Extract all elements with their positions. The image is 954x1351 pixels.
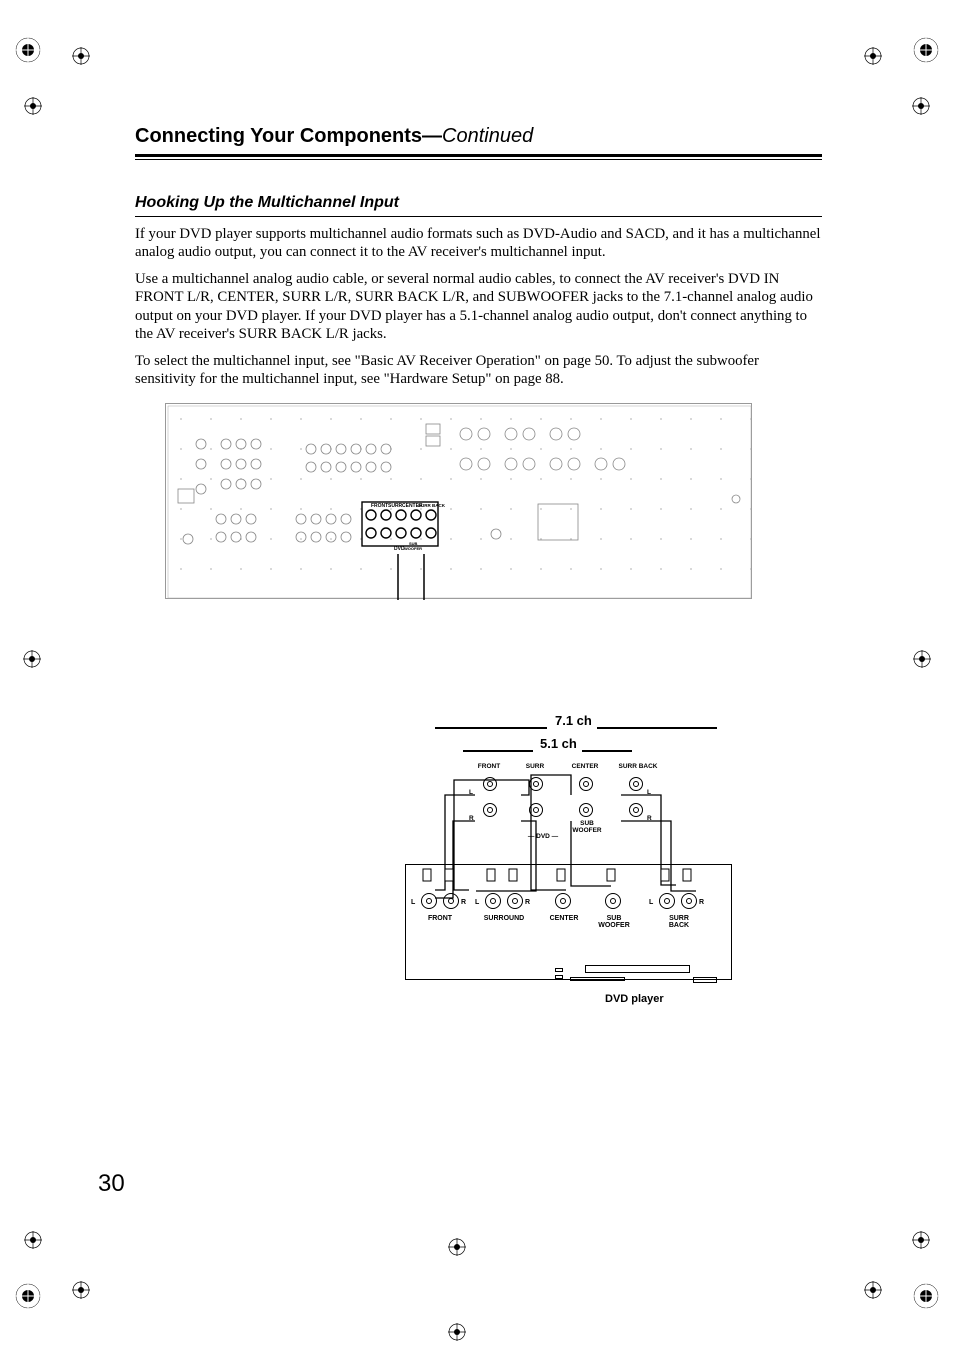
crop-mark-ml [23, 650, 41, 673]
page-number: 30 [98, 1170, 125, 1198]
player-front-label: FRONT [419, 915, 461, 922]
paragraph-1: If your DVD player supports multichannel… [135, 225, 822, 262]
player-r2: R [525, 899, 530, 906]
crosshair-icon [448, 1238, 466, 1261]
crop-mark-br [912, 1282, 940, 1315]
crosshair-icon [864, 1281, 882, 1304]
dvd-player-label: DVD player [605, 993, 664, 1005]
crop-mark-bl [14, 1282, 42, 1315]
player-center-label: CENTER [543, 915, 585, 922]
dvd-tray [570, 977, 625, 981]
crop-mark-mr [913, 650, 931, 673]
player-jack-sb-r [681, 893, 697, 909]
dvd-disc-slot [585, 965, 690, 973]
player-jack-front-r [443, 893, 459, 909]
crop-mark-tr [912, 36, 940, 69]
svg-text:FRONT: FRONT [371, 503, 388, 509]
section-heading: Hooking Up the Multichannel Input [135, 194, 822, 217]
bracket-51ch: 5.1 ch [540, 736, 577, 751]
receiver-rear-panel-diagram: FRONT SURR CENTER SURR BACK DVD SUB WOOF… [165, 403, 752, 599]
page-title: Connecting Your Components—Continued [135, 125, 822, 152]
player-sub-label: SUBWOOFER [592, 915, 636, 929]
title-sep: — [422, 125, 442, 147]
player-jack-sb-l [659, 893, 675, 909]
player-surr-label: SURROUND [475, 915, 533, 922]
label-51ch: 5.1 ch [540, 736, 577, 751]
player-jack-center [555, 893, 571, 909]
dvd-button [693, 977, 717, 983]
svg-text:SURR: SURR [388, 503, 403, 509]
svg-text:WOOFER: WOOFER [404, 546, 422, 551]
crosshair-icon [72, 47, 90, 70]
player-jack-panel: L R FRONT L R SURROUND CENTER SUBWOOFER … [417, 885, 717, 955]
title-rule [135, 154, 822, 160]
crosshair-icon [24, 97, 42, 120]
crop-mark-tl [14, 36, 42, 69]
crosshair-icon [912, 97, 930, 120]
title-text: Connecting Your Components [135, 125, 422, 147]
player-jack-surr-l [485, 893, 501, 909]
svg-text:SURR BACK: SURR BACK [418, 503, 446, 508]
player-jack-surr-r [507, 893, 523, 909]
crosshair-icon [72, 1281, 90, 1304]
crosshair-icon [864, 47, 882, 70]
player-l2: L [475, 899, 479, 906]
page-content: Connecting Your Components—Continued Hoo… [135, 125, 822, 599]
crosshair-icon [912, 1231, 930, 1254]
rear-panel-svg: FRONT SURR CENTER SURR BACK DVD SUB WOOF… [166, 404, 753, 600]
dvd-led2 [555, 975, 563, 979]
paragraph-2: Use a multichannel analog audio cable, o… [135, 270, 822, 344]
crosshair-icon [448, 1323, 466, 1346]
player-sb-label: SURRBACK [657, 915, 701, 929]
title-continued: Continued [442, 125, 533, 147]
paragraph-3: To select the multichannel input, see "B… [135, 352, 822, 389]
player-l1: L [411, 899, 415, 906]
crosshair-icon [24, 1231, 42, 1254]
player-jack-front-l [421, 893, 437, 909]
player-r1: R [461, 899, 466, 906]
plug-stubs [417, 867, 717, 887]
player-l3: L [649, 899, 653, 906]
bracket-71ch: 7.1 ch [555, 713, 592, 728]
dvd-led1 [555, 968, 563, 972]
player-r3: R [699, 899, 704, 906]
player-jack-sub [605, 893, 621, 909]
